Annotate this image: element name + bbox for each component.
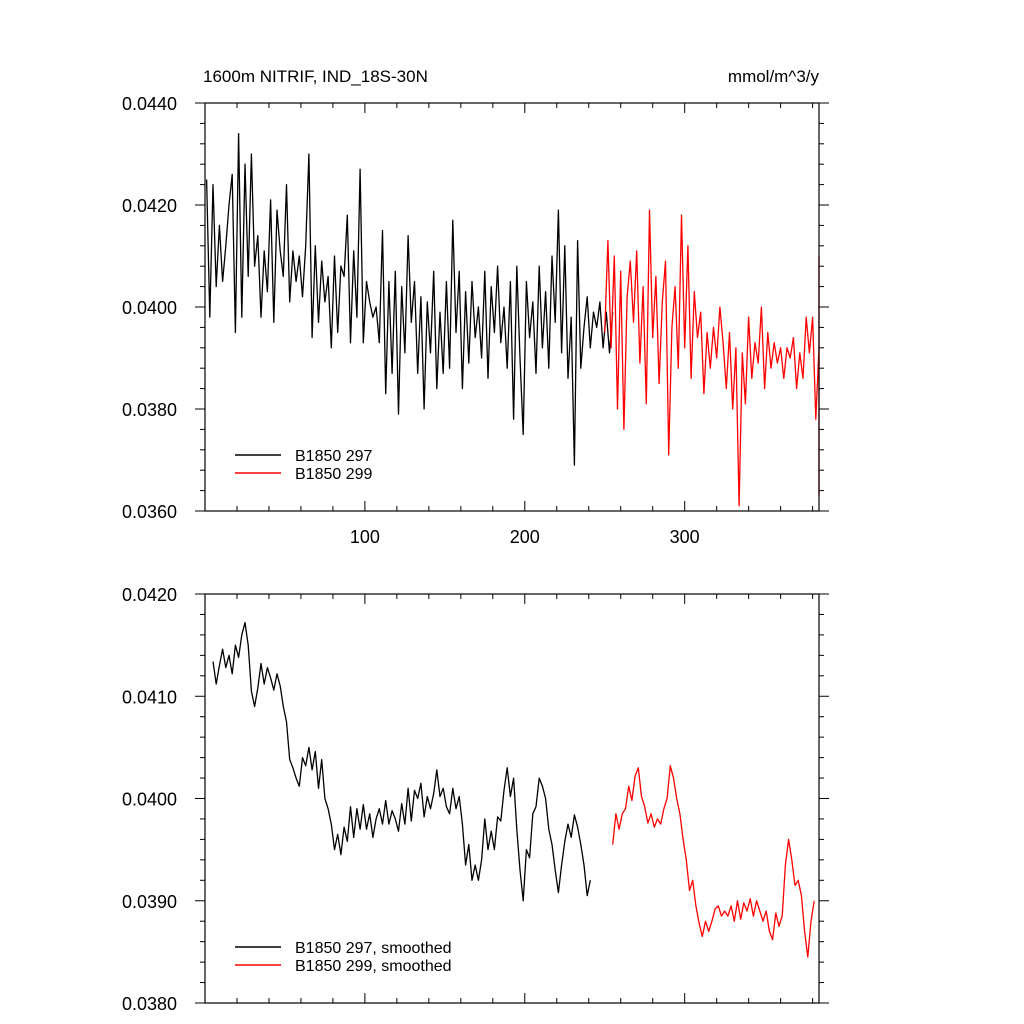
y-tick-label: 0.0380 — [122, 400, 177, 420]
series-line-b1850-299 — [604, 209, 820, 507]
legend-label: B1850 297 — [295, 448, 373, 465]
top-panel-title: 1600m NITRIF, IND_18S-30N — [203, 67, 428, 86]
series-line-b1850-297 — [205, 132, 614, 466]
x-tick-label: 300 — [670, 527, 700, 547]
legend-label: B1850 299, smoothed — [295, 958, 452, 975]
series-line-b1850-299-smoothed — [612, 765, 815, 958]
y-tick-label: 0.0420 — [122, 585, 177, 605]
y-tick-label: 0.0400 — [122, 790, 177, 810]
bottom-panel: 0.0380 0.0390 0.0400 0.0410 0.0420 B1850 297… — [122, 585, 829, 1014]
y-tick-label: 0.0400 — [122, 298, 177, 318]
top-panel-units: mmol/m^3/y — [728, 67, 820, 86]
y-tick-label: 0.0380 — [122, 994, 177, 1014]
x-tick-label: 200 — [510, 527, 540, 547]
bottom-panel-axes: 0.0380 0.0390 0.0400 0.0410 0.0420 — [122, 585, 829, 1014]
y-tick-label: 0.0390 — [122, 892, 177, 912]
y-tick-label: 0.0410 — [122, 687, 177, 707]
legend-label: B1850 299 — [295, 466, 373, 483]
y-tick-label: 0.0440 — [122, 94, 177, 114]
x-tick-label: 100 — [350, 527, 380, 547]
y-tick-label: 0.0420 — [122, 196, 177, 216]
bottom-panel-series-layer — [212, 621, 815, 958]
y-tick-label: 0.0360 — [122, 502, 177, 522]
top-panel: 1600m NITRIF, IND_18S-30N mmol/m^3/y 100… — [122, 67, 829, 547]
series-line-b1850-297-smoothed — [212, 621, 591, 902]
legend-label: B1850 297, smoothed — [295, 940, 452, 957]
top-panel-axes: 100 200 300 0.0360 0.0380 0.0400 0.0420 0.0440 — [122, 94, 829, 547]
